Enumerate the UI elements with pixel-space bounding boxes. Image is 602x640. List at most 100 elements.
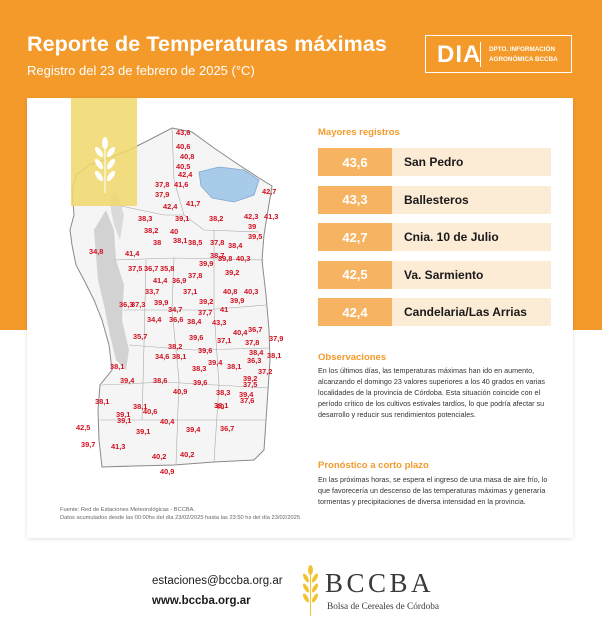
map-temp-label: 36,7	[144, 264, 159, 273]
map-temp-label: 42,3	[244, 212, 259, 221]
map-temp-label: 39,6	[189, 333, 204, 342]
map-temp-label: 38,3	[138, 214, 153, 223]
map-temp-label: 38,1	[173, 236, 188, 245]
map-temp-label: 37,5	[128, 264, 143, 273]
map-temp-label: 40	[170, 227, 179, 236]
map-temp-label: 40,2	[180, 450, 195, 459]
website-link[interactable]: www.bccba.org.ar	[152, 595, 251, 607]
map-temp-label: 37,3	[131, 300, 146, 309]
map-temp-label: 38,4	[187, 317, 202, 326]
observaciones-title: Observaciones	[318, 352, 387, 363]
map-temp-label: 34,6	[155, 352, 170, 361]
map-temp-label: 38,4	[249, 348, 264, 357]
observaciones-body: En los últimos días, las temperaturas má…	[318, 366, 545, 419]
map-temp-label: 39,4	[186, 425, 201, 434]
map-temp-label: 37,6	[240, 396, 255, 405]
record-row: 42,7 Cnia. 10 de Julio	[318, 223, 551, 251]
map-temp-label: 36,6	[169, 315, 184, 324]
map-temp-label: 39,2	[243, 374, 258, 383]
map-temp-label: 39,9	[199, 259, 214, 268]
map-temp-label: 39,1	[136, 427, 151, 436]
contact-email-link[interactable]: estaciones@bccba.org.ar	[152, 575, 283, 587]
map-temp-label: 41,6	[174, 180, 189, 189]
record-place: Ballesteros	[404, 192, 469, 207]
map-temp-label: 42,4	[178, 170, 193, 179]
record-row: 43,6 San Pedro	[318, 148, 551, 176]
record-row: 43,3 Ballesteros	[318, 185, 551, 214]
map-temp-label: 42,4	[163, 202, 178, 211]
record-place: San Pedro	[404, 155, 464, 169]
map-temp-label: 40,9	[173, 387, 188, 396]
map-temp-label: 37,2	[258, 367, 273, 376]
data-source-note: Fuente: Red de Estaciones Meteorológicas…	[60, 506, 310, 522]
map-temp-label: 41,4	[153, 276, 168, 285]
records-title: Mayores registros	[318, 127, 400, 138]
map-temp-label: 34,7	[168, 305, 183, 314]
dia-logo-word: DIA	[437, 41, 482, 68]
map-temp-label: 39,7	[81, 440, 96, 449]
map-temp-label: 38,1	[172, 352, 187, 361]
record-value: 43,6	[318, 148, 392, 176]
map-temp-label: 38,5	[188, 238, 203, 247]
map-temp-label: 39,6	[193, 378, 208, 387]
record-row: 42,4 Candelaria/Las Arrias	[318, 298, 551, 326]
record-place: Va. Sarmiento	[404, 267, 484, 282]
bccba-logo-subtitle: Bolsa de Cereales de Córdoba	[327, 602, 440, 612]
map-temp-label: 38,2	[168, 342, 183, 351]
map-temp-label: 38,1	[227, 362, 242, 371]
map-temp-label: 40,8	[180, 152, 195, 161]
map-temp-label: 39,6	[198, 346, 213, 355]
map-temp-label: 36,3	[119, 300, 134, 309]
map-temp-label: 40,9	[160, 467, 175, 476]
map-temp-label: 35,7	[133, 332, 148, 341]
source-line-2: Datos acumulados desde las 00:00hs del d…	[60, 515, 300, 521]
map-temp-label: 38,4	[228, 241, 243, 250]
map-temp-label: 39,2	[225, 268, 240, 277]
map-temp-label: 41,3	[111, 442, 126, 451]
map-temp-label: 40	[216, 402, 225, 411]
bccba-logo-name: BCCBA	[325, 568, 435, 598]
map-temp-label: 37,1	[183, 287, 198, 296]
wheat-icon	[94, 137, 116, 193]
dia-logo-divider	[480, 42, 481, 67]
dia-logo-line-2: AGRONÓMICA BCCBA	[489, 56, 558, 63]
map-temp-label: 38,1	[110, 362, 125, 371]
map-temp-label: 40,3	[244, 287, 259, 296]
map-temp-label: 40,3	[236, 254, 251, 263]
record-place: Candelaria/Las Arrias	[404, 305, 527, 319]
record-row: 42,5 Va. Sarmiento	[318, 260, 551, 289]
map-temp-label: 40,4	[233, 328, 248, 337]
map-temp-label: 37,8	[155, 180, 170, 189]
map-temp-label: 39,9	[230, 296, 245, 305]
map-temp-label: 39,5	[248, 232, 263, 241]
wheat-ribbon	[71, 98, 137, 206]
map-temp-label: 43,6	[176, 128, 191, 137]
page-subtitle: Registro del 23 de febrero de 2025 (°C)	[27, 63, 255, 78]
map-temp-label: 33,7	[145, 287, 160, 296]
map-temp-label: 42,7	[262, 187, 277, 196]
record-value: 42,7	[318, 223, 392, 251]
source-line-1: Fuente: Red de Estaciones Meteorológicas…	[60, 507, 195, 513]
map-temp-label: 35,8	[160, 264, 175, 273]
map-temp-label: 38,1	[267, 351, 282, 360]
mar-chiquita-lake	[198, 166, 260, 203]
map-temp-label: 39,9	[154, 298, 169, 307]
map-temp-label: 41,4	[125, 249, 140, 258]
map-temp-label: 37,5	[243, 380, 258, 389]
map-temp-label: 36,3	[247, 356, 262, 365]
map-temp-label: 41	[220, 305, 229, 314]
map-temp-label: 37,9	[155, 190, 170, 199]
pronostico-title: Pronóstico a corto plazo	[318, 460, 429, 471]
map-temp-label: 39,1	[117, 416, 132, 425]
map-temp-label: 40,6	[143, 407, 158, 416]
map-temp-label: 37,8	[210, 238, 225, 247]
map-temp-label: 41,3	[264, 212, 279, 221]
dia-logo-subtitle: DPTO. INFORMACIÓN AGRONÓMICA BCCBA	[489, 45, 558, 65]
map-temp-label: 39,4	[239, 390, 254, 399]
map-temp-label: 39,4	[120, 376, 135, 385]
map-temp-label: 38,7	[210, 251, 225, 260]
map-temp-label: 38,3	[192, 364, 207, 373]
record-value: 42,4	[318, 298, 392, 326]
map-temp-label: 39,4	[208, 358, 223, 367]
map-temp-label: 37,7	[198, 308, 213, 317]
